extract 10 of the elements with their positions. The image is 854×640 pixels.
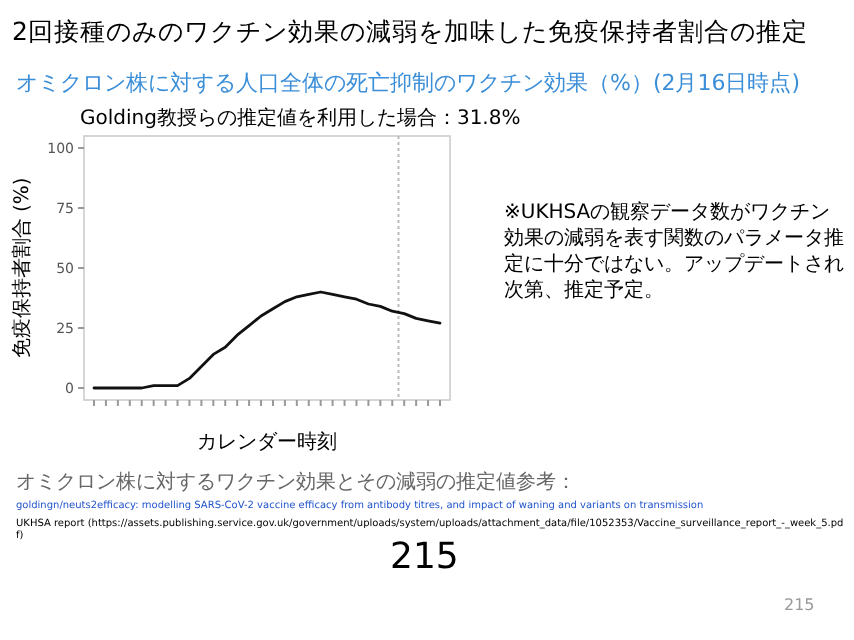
- x-axis-title: カレンダー時刻: [197, 430, 337, 454]
- text: オミクロン株に対するワクチン効果とその減弱の推定値参考：: [16, 469, 576, 496]
- y-axis-title: 免疫保持者割合 (%): [10, 177, 34, 359]
- text: Golding教授らの推定値を利用した場合：31.8%: [80, 105, 521, 132]
- text: 215: [390, 536, 459, 578]
- chart-title: 2回接種のみのワクチン効果の減弱を加味した免疫保持者割合の推定: [12, 16, 808, 50]
- line-series: [92, 290, 442, 390]
- text: ※UKHSAの観察データ数がワクチン効果の減弱を表す関数のパラメータ推定に十分ではない。アップデートされ次第、推定予定。: [504, 200, 844, 304]
- chart-subtitle: オミクロン株に対する人口全体の死亡抑制のワクチン効果（%）(2月16日時点): [16, 68, 801, 98]
- text: 215: [784, 596, 815, 614]
